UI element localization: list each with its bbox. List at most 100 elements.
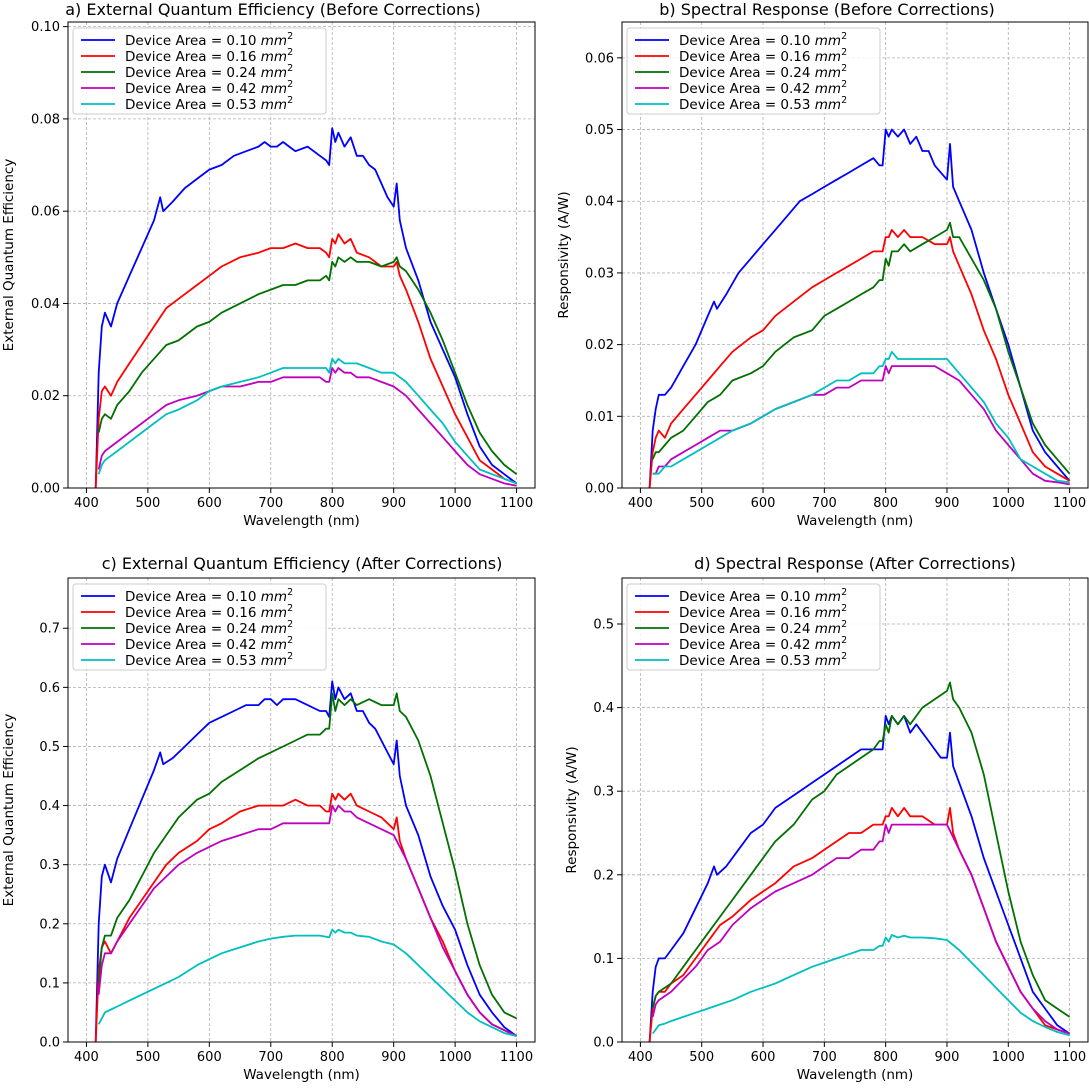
y-tick-label: 0.01 — [585, 410, 614, 425]
legend-label: Device Area = 0.24 mm2 — [679, 619, 847, 637]
y-tick-label: 0.0 — [39, 1036, 60, 1051]
series-line-0-24 — [97, 256, 518, 475]
x-tick-label: 1100 — [500, 496, 533, 511]
legend-box — [72, 583, 327, 671]
y-tick-label: 0.1 — [593, 952, 614, 967]
series-line-0-53 — [652, 350, 1070, 484]
x-tick-label: 1000 — [992, 496, 1025, 511]
x-tick-label: 600 — [197, 1050, 222, 1065]
chart-panel-4: 400 500 600 700 800 900 1000 1100 0.0 0.1 0.2 0.3 0.… — [564, 554, 1089, 1083]
legend-label: Device Area = 0.24 mm2 — [125, 619, 293, 637]
x-tick-label: 700 — [812, 1050, 837, 1065]
x-tick-label: 400 — [628, 496, 653, 511]
chart-panel-2: 400 500 600 700 800 900 1000 1100 0.00 0.01 0.02 0.… — [556, 0, 1089, 529]
x-tick-label: 1000 — [439, 496, 472, 511]
series-line-0-42 — [97, 367, 517, 487]
series-line-0-24 — [651, 681, 1071, 1018]
legend-label: Device Area = 0.42 mm2 — [125, 79, 293, 97]
legend-label: Device Area = 0.10 mm2 — [125, 31, 293, 49]
y-tick-label: 0.5 — [39, 740, 60, 755]
y-tick-label: 0.02 — [585, 338, 614, 353]
y-tick-label: 0.0 — [593, 1036, 614, 1051]
y-axis-label: Responsivity (A/W) — [556, 191, 572, 318]
y-tick-label: 0.2 — [593, 868, 614, 883]
y-tick-label: 0.08 — [31, 112, 60, 127]
chart-title: c) External Quantum Efficiency (After Co… — [102, 554, 503, 573]
series-line-0-10 — [94, 127, 518, 488]
y-tick-label: 0.4 — [593, 701, 614, 716]
y-axis-label: External Quantum Efficiency — [1, 714, 17, 907]
x-tick-label: 1100 — [500, 1050, 533, 1065]
y-tick-label: 0.00 — [31, 482, 60, 497]
x-tick-label: 800 — [873, 1050, 898, 1065]
y-tick-label: 0.04 — [585, 195, 614, 210]
axes-frame — [621, 21, 1089, 489]
y-tick-label: 0.04 — [31, 297, 60, 312]
legend-label: Device Area = 0.16 mm2 — [679, 47, 847, 65]
legend-box — [626, 27, 881, 115]
legend-label: Device Area = 0.10 mm2 — [679, 587, 847, 605]
series-line-0-53 — [97, 357, 517, 485]
chart-panel-1: 400 500 600 700 800 900 1000 1100 0.00 0.02 0.04 0.… — [1, 0, 536, 529]
legend-label: Device Area = 0.53 mm2 — [125, 95, 293, 113]
legend-label: Device Area = 0.16 mm2 — [125, 47, 293, 65]
x-tick-label: 400 — [628, 1050, 653, 1065]
x-tick-label: 600 — [751, 1050, 776, 1065]
legend-label: Device Area = 0.10 mm2 — [125, 587, 293, 605]
series-line-0-24 — [97, 692, 517, 1020]
y-tick-label: 0.02 — [31, 389, 60, 404]
x-tick-label: 1000 — [439, 1050, 472, 1065]
x-tick-label: 700 — [258, 1050, 283, 1065]
legend-box — [72, 27, 327, 115]
legend-box — [626, 583, 881, 671]
x-tick-label: 800 — [320, 1050, 345, 1065]
y-tick-label: 0.3 — [593, 785, 614, 800]
x-tick-label: 1100 — [1053, 1050, 1086, 1065]
x-tick-label: 600 — [751, 496, 776, 511]
series-line-0-10 — [648, 715, 1071, 1042]
x-tick-label: 500 — [135, 496, 160, 511]
y-tick-label: 0.03 — [585, 266, 614, 281]
legend-label: Device Area = 0.53 mm2 — [679, 95, 847, 113]
y-axis-label: External Quantum Efficiency — [1, 159, 17, 352]
y-tick-label: 0.6 — [39, 681, 60, 696]
x-tick-label: 400 — [74, 496, 99, 511]
legend-label: Device Area = 0.24 mm2 — [125, 63, 293, 81]
chart-panel-3: 400 500 600 700 800 900 1000 1100 0.0 0.1 0.2 0.3 0.… — [1, 554, 536, 1083]
x-tick-label: 1000 — [992, 1050, 1025, 1065]
x-tick-label: 1100 — [1053, 496, 1086, 511]
x-tick-label: 600 — [197, 496, 222, 511]
y-tick-label: 0.4 — [39, 799, 60, 814]
y-axis-label: Responsivity (A/W) — [564, 746, 580, 873]
x-tick-label: 700 — [812, 496, 837, 511]
legend-label: Device Area = 0.16 mm2 — [125, 603, 293, 621]
x-tick-label: 900 — [935, 496, 960, 511]
x-tick-label: 400 — [74, 1050, 99, 1065]
axes-frame — [67, 21, 536, 489]
series-line-0-16 — [648, 228, 1071, 488]
x-tick-label: 800 — [873, 496, 898, 511]
y-tick-label: 0.3 — [39, 858, 60, 873]
x-tick-label: 500 — [135, 1050, 160, 1065]
x-tick-label: 700 — [258, 496, 283, 511]
x-axis-label: Wavelength (nm) — [243, 513, 360, 529]
legend-label: Device Area = 0.53 mm2 — [125, 651, 293, 669]
legend-label: Device Area = 0.42 mm2 — [679, 79, 847, 97]
series-line-0-24 — [651, 221, 1071, 475]
x-tick-label: 500 — [689, 496, 714, 511]
x-tick-label: 500 — [689, 1050, 714, 1065]
y-tick-label: 0.2 — [39, 917, 60, 932]
axes-frame — [67, 577, 536, 1043]
x-tick-label: 900 — [935, 1050, 960, 1065]
chart-title: d) Spectral Response (After Corrections) — [694, 554, 1016, 573]
legend-label: Device Area = 0.24 mm2 — [679, 63, 847, 81]
y-tick-label: 0.06 — [31, 205, 60, 220]
y-tick-label: 0.7 — [39, 622, 60, 637]
series-line-0-42 — [652, 365, 1070, 486]
legend-label: Device Area = 0.42 mm2 — [125, 635, 293, 653]
x-axis-label: Wavelength (nm) — [797, 513, 914, 529]
y-tick-label: 0.10 — [31, 20, 60, 35]
series-line-0-53 — [651, 934, 1070, 1037]
